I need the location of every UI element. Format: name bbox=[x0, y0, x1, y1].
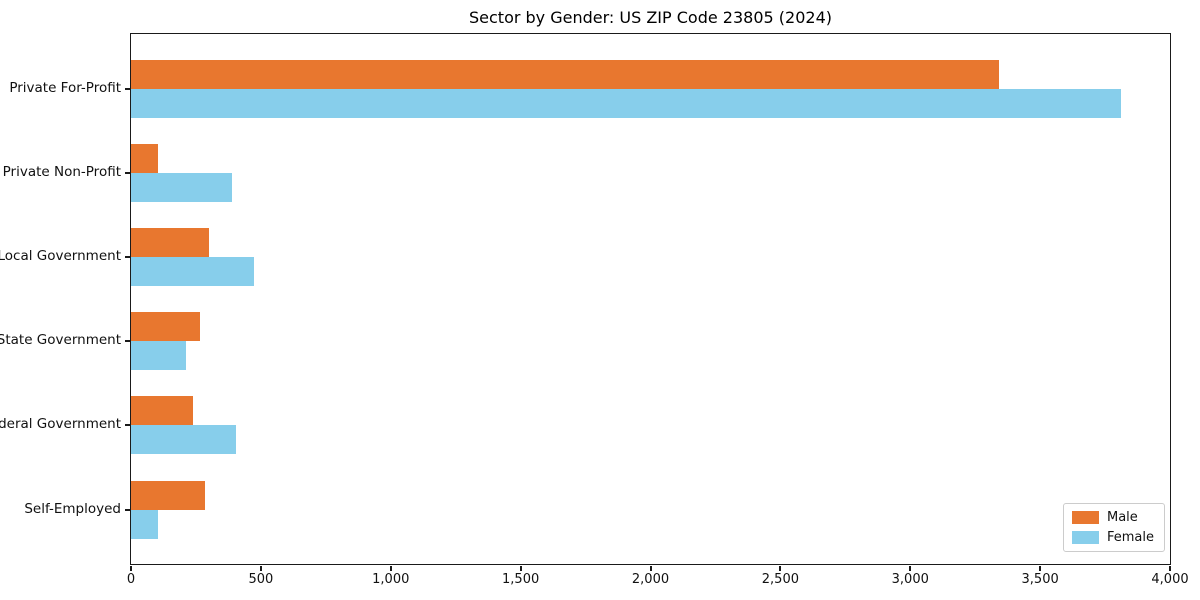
x-tick-label: 1,500 bbox=[502, 572, 540, 587]
plot-area: Male Female 0 500 1,000 1,500 2,000 2,500 3,000… bbox=[125, 33, 1189, 587]
y-axis-labels: Private For-Profit Private Non-Profit Loca… bbox=[0, 0, 121, 600]
bar-female-3 bbox=[131, 341, 186, 371]
y-tick-mark bbox=[125, 424, 130, 427]
y-tick-label: Local Government bbox=[0, 247, 121, 264]
legend: Male Female bbox=[1062, 503, 1165, 552]
y-tick-mark bbox=[125, 508, 130, 511]
y-tick-mark bbox=[125, 171, 130, 174]
y-tick-label: Federal Government bbox=[0, 416, 121, 433]
x-tick-mark bbox=[389, 566, 392, 571]
x-tick-label: 3,500 bbox=[1021, 572, 1059, 587]
y-tick-mark bbox=[125, 340, 130, 343]
x-tick-label: 0 bbox=[126, 572, 136, 587]
y-tick-label: Private For-Profit bbox=[9, 79, 121, 96]
y-tick-mark bbox=[125, 87, 130, 90]
y-tick-label: Private Non-Profit bbox=[2, 163, 121, 180]
x-tick-label: 3,000 bbox=[891, 572, 929, 587]
x-tick-label: 2,500 bbox=[761, 572, 799, 587]
bar-female-5 bbox=[131, 509, 159, 539]
x-tick-label: 500 bbox=[248, 572, 274, 587]
legend-swatch-male bbox=[1071, 511, 1099, 524]
y-tick-mark bbox=[125, 255, 130, 258]
x-tick-label: 4,000 bbox=[1151, 572, 1189, 587]
legend-label: Male bbox=[1106, 510, 1138, 525]
bar-female-4 bbox=[131, 425, 237, 455]
bar-male-2 bbox=[131, 227, 209, 257]
legend-item-male: Male bbox=[1071, 510, 1154, 525]
bar-male-4 bbox=[131, 396, 194, 426]
bar-male-0 bbox=[131, 59, 999, 89]
legend-swatch-female bbox=[1071, 531, 1099, 544]
chart-title: Sector by Gender: US ZIP Code 23805 (202… bbox=[469, 8, 832, 27]
bar-female-0 bbox=[131, 88, 1121, 118]
bar-male-1 bbox=[131, 143, 159, 173]
x-tick-mark bbox=[909, 566, 912, 571]
x-tick-mark bbox=[649, 566, 652, 571]
x-tick-mark bbox=[130, 566, 132, 571]
bar-female-1 bbox=[131, 172, 233, 202]
x-tick-label: 2,000 bbox=[631, 572, 670, 587]
x-tick-mark bbox=[259, 566, 262, 571]
x-tick-label: 1,000 bbox=[372, 572, 410, 587]
bar-male-5 bbox=[131, 480, 206, 510]
y-tick-label: Self-Employed bbox=[24, 500, 121, 517]
legend-label: Female bbox=[1106, 530, 1154, 545]
y-tick-label: State Government bbox=[0, 332, 121, 349]
bar-female-2 bbox=[131, 256, 255, 286]
x-tick-mark bbox=[1039, 566, 1042, 571]
x-tick-mark bbox=[779, 566, 782, 571]
legend-item-female: Female bbox=[1071, 530, 1154, 545]
bar-male-3 bbox=[131, 312, 200, 342]
x-tick-mark bbox=[1169, 566, 1171, 571]
x-tick-mark bbox=[519, 566, 522, 571]
